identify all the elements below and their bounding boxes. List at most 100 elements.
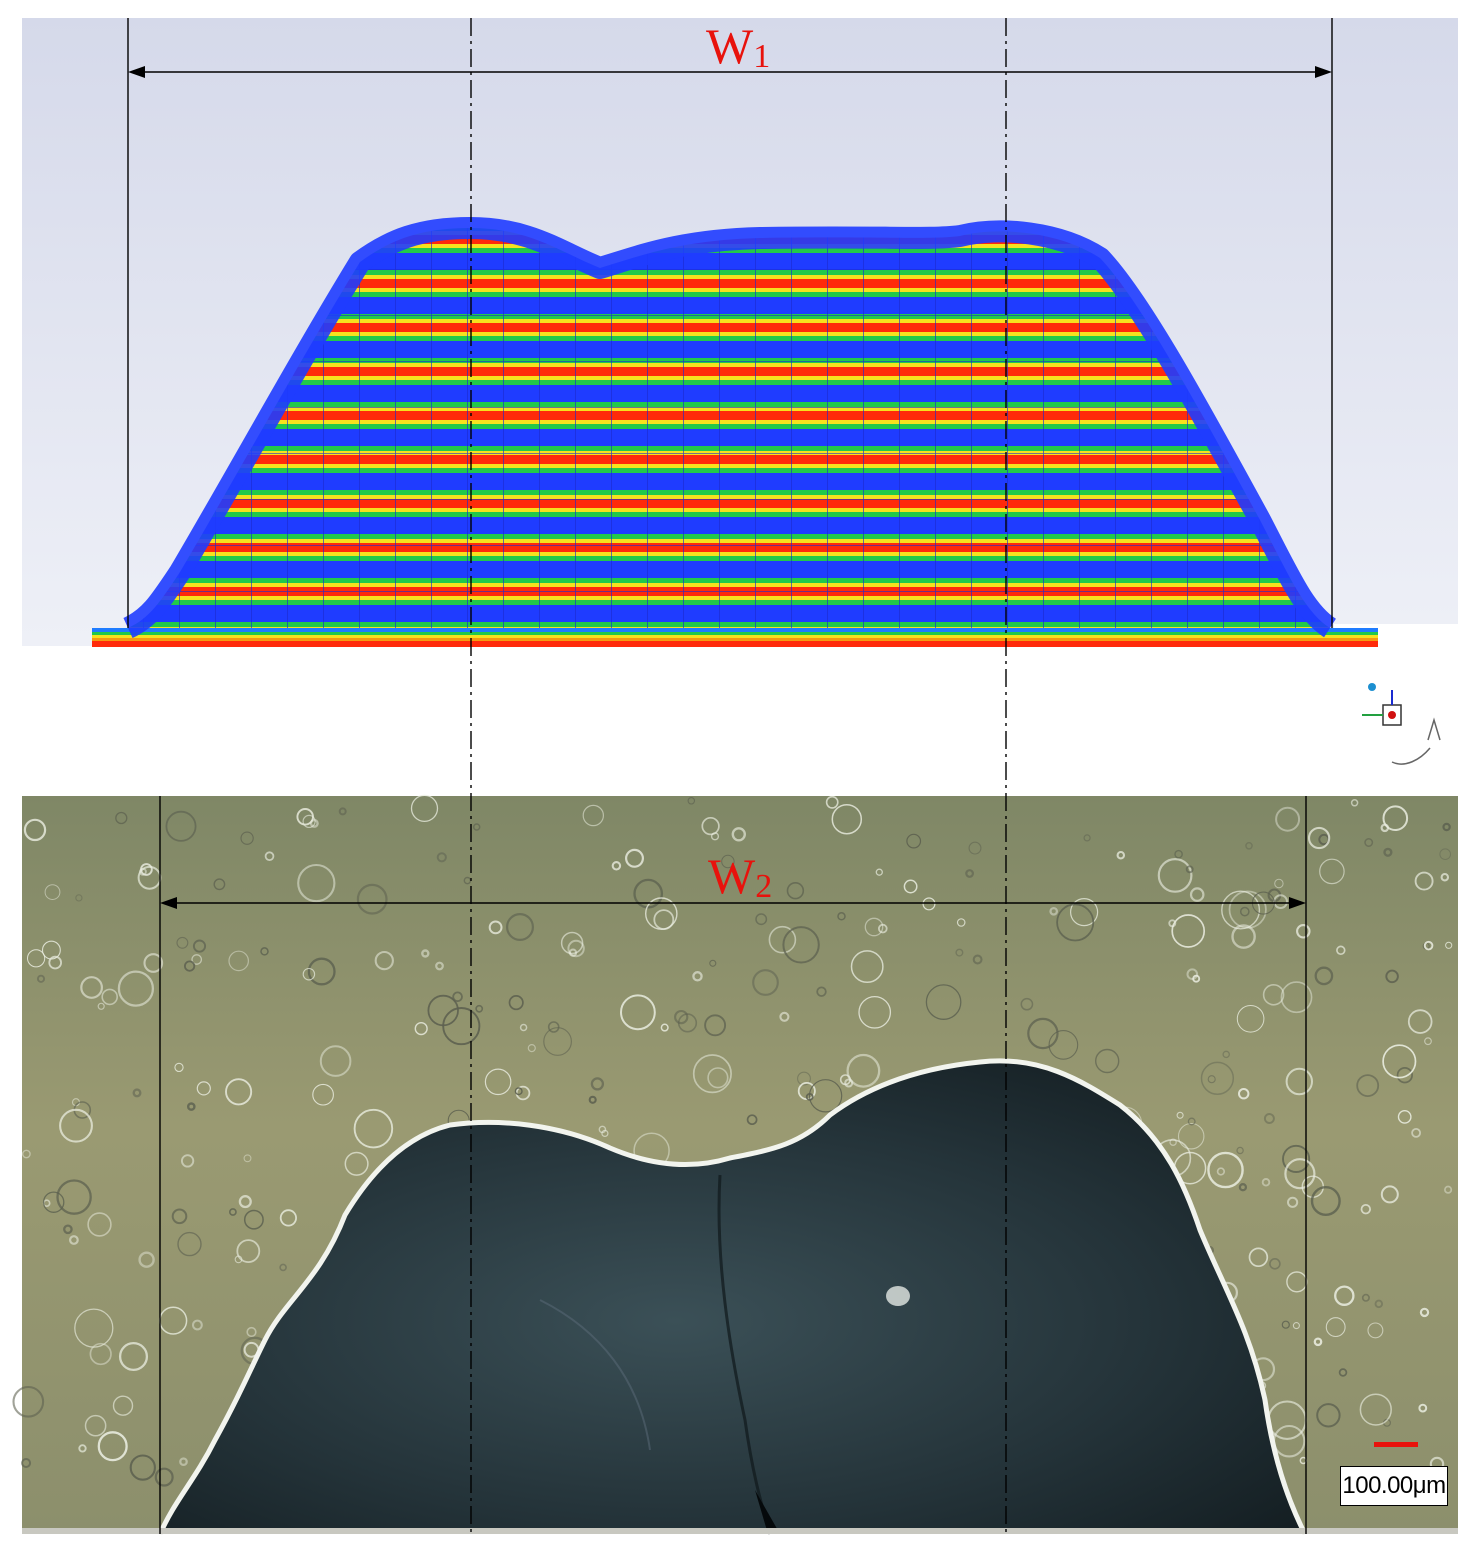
- bubble: [228, 1208, 237, 1216]
- bubble: [312, 1083, 334, 1106]
- bubble: [118, 1341, 149, 1372]
- bubble: [1364, 838, 1374, 847]
- bubble: [484, 1068, 512, 1096]
- bubble: [414, 1021, 428, 1036]
- bubble: [74, 1308, 114, 1348]
- bubble: [101, 988, 118, 1006]
- bubble: [506, 912, 535, 941]
- bubble: [1171, 914, 1206, 948]
- bubble: [1189, 887, 1205, 902]
- bubble: [1261, 1178, 1271, 1187]
- bubble: [877, 923, 888, 934]
- bubble: [89, 1342, 112, 1366]
- bubble: [955, 948, 964, 957]
- bubble: [488, 920, 503, 935]
- bubble: [1275, 806, 1301, 832]
- bubble: [588, 1095, 597, 1104]
- bubble: [624, 848, 644, 868]
- bubble: [97, 1002, 105, 1010]
- bubble: [1442, 822, 1451, 832]
- bubble: [864, 917, 884, 937]
- bubble: [97, 1431, 128, 1462]
- bubble: [1419, 1307, 1430, 1318]
- bubble: [1385, 969, 1399, 984]
- bubble: [1083, 834, 1091, 842]
- bubble: [1423, 940, 1434, 951]
- bubble: [1350, 799, 1359, 807]
- bubble: [63, 1224, 73, 1235]
- bubble: [844, 1078, 854, 1088]
- bubble: [191, 954, 203, 965]
- bubble: [1414, 871, 1434, 891]
- bubble: [1222, 1050, 1230, 1059]
- bubble: [1356, 1074, 1380, 1097]
- micrograph-bead-edge: [157, 1058, 1308, 1536]
- bubble: [692, 971, 703, 982]
- bubble: [704, 1014, 727, 1037]
- bubble: [68, 1235, 79, 1245]
- w2-dimension: W2: [160, 848, 1306, 909]
- bubble: [786, 881, 805, 900]
- bubble: [922, 897, 936, 911]
- bubble: [374, 950, 394, 971]
- bubble: [1169, 1138, 1177, 1146]
- bubble: [1185, 865, 1194, 874]
- bubble: [1020, 997, 1034, 1011]
- bubble: [1177, 1122, 1205, 1150]
- bubble: [746, 1114, 758, 1126]
- bubble: [1424, 1037, 1432, 1046]
- bubble: [519, 1023, 528, 1032]
- bubble: [1094, 1048, 1120, 1074]
- bubble: [710, 832, 720, 841]
- scale-bar-line: [1374, 1442, 1418, 1447]
- bubble: [1296, 924, 1311, 939]
- bubble: [1284, 1158, 1316, 1190]
- bubble: [875, 868, 883, 876]
- bubble: [701, 816, 720, 836]
- bubble: [1336, 945, 1346, 956]
- bubble: [21, 1458, 32, 1468]
- axis-triad-icon: [1362, 683, 1441, 765]
- micrograph-panel: [12, 794, 1458, 1536]
- bubble: [75, 894, 83, 902]
- bubble: [1157, 858, 1193, 893]
- bubble: [692, 1054, 732, 1094]
- bubble: [186, 1102, 196, 1111]
- bubble: [1396, 1067, 1413, 1084]
- bubble: [48, 955, 62, 970]
- bubble: [296, 808, 314, 826]
- bubble: [246, 1326, 257, 1338]
- bubble: [1319, 858, 1345, 885]
- bubble: [752, 969, 779, 996]
- bubble: [1334, 1285, 1355, 1306]
- bubble: [709, 959, 717, 967]
- bubble: [1216, 1167, 1226, 1176]
- bubble: [1316, 1403, 1341, 1428]
- bubble: [143, 953, 164, 973]
- bubble: [1238, 1183, 1248, 1192]
- bubble: [590, 1077, 605, 1091]
- bubble: [184, 960, 196, 972]
- bubble: [1049, 906, 1059, 916]
- bubble: [236, 1239, 261, 1263]
- bubble: [1231, 924, 1256, 949]
- bubble: [1245, 842, 1253, 850]
- bubble: [601, 1129, 609, 1138]
- bubble: [260, 947, 269, 956]
- bubble: [421, 949, 430, 958]
- bubble: [1174, 849, 1183, 859]
- bubble: [307, 957, 336, 986]
- bubble: [768, 925, 797, 954]
- bubble: [1313, 1337, 1323, 1347]
- bubble: [192, 939, 207, 953]
- bubble: [192, 1319, 203, 1331]
- bubble: [319, 1045, 352, 1077]
- bubble: [21, 1149, 31, 1159]
- bubble: [925, 984, 962, 1020]
- bubble: [825, 795, 839, 809]
- bubble: [645, 897, 678, 930]
- bubble: [56, 1179, 92, 1215]
- bubble: [243, 1154, 252, 1163]
- bubble: [1285, 1067, 1314, 1096]
- bubble: [1263, 1113, 1275, 1124]
